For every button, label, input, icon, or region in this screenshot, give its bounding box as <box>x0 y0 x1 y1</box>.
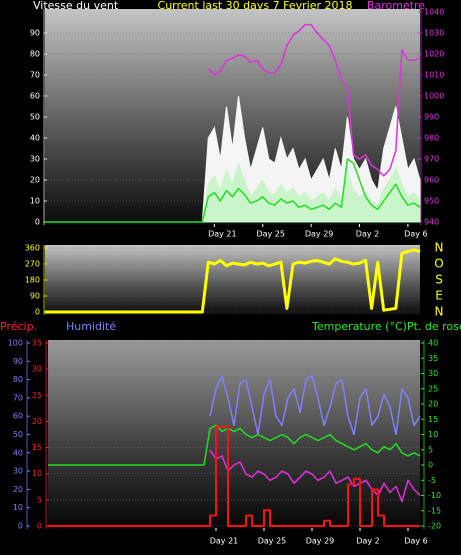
x-tick-label: Day 29 <box>306 537 335 546</box>
tick-label: -20 <box>428 522 441 531</box>
tick-label: 1000 <box>424 92 444 101</box>
tick-label: 80 <box>30 50 40 59</box>
tick-label: 0 <box>35 308 40 317</box>
tick-label: 0 <box>428 461 433 470</box>
tick-label: 50 <box>30 113 40 122</box>
tick-label: 1030 <box>424 29 444 38</box>
tick-label: 980 <box>424 134 439 143</box>
tick-label: 25 <box>428 384 438 393</box>
tick-label: 90 <box>13 357 23 366</box>
x-tick-label: Day 29 <box>305 230 334 239</box>
line <box>45 158 421 223</box>
tick-label: 100 <box>8 339 23 348</box>
line <box>45 248 421 314</box>
tick-label: 90 <box>30 292 40 301</box>
tick-label: 25 <box>32 391 42 400</box>
tick-label: 1010 <box>424 71 444 80</box>
tick-label: 30 <box>30 155 40 164</box>
x-tick-label: Day 21 <box>208 230 237 239</box>
tick-label: 70 <box>30 71 40 80</box>
tick-label: 10 <box>13 503 23 512</box>
tick-label: 270 <box>25 260 40 269</box>
tick-label: -10 <box>428 491 441 500</box>
tick-label: 950 <box>424 197 439 206</box>
line <box>48 425 420 527</box>
tick-label: O <box>434 257 443 271</box>
tick-label: 5 <box>37 495 42 504</box>
tick-label: -5 <box>428 476 436 485</box>
line <box>48 424 421 466</box>
axis-label: Vitesse du vent <box>33 0 119 12</box>
tick-label: 0 <box>18 522 23 531</box>
axis-label: Humidité <box>66 320 116 333</box>
tick-label: 60 <box>13 412 23 421</box>
tick-label: 40 <box>428 339 438 348</box>
area <box>45 95 421 223</box>
plot-background <box>48 340 420 529</box>
tick-label: 30 <box>32 365 42 374</box>
tick-label: 10 <box>30 197 40 206</box>
axis-label: Barometre <box>367 0 425 12</box>
x-tick-label: Day 25 <box>256 230 285 239</box>
x-tick-label: Day 6 <box>404 537 427 546</box>
tick-label: 15 <box>428 415 438 424</box>
axis-label: Current last 30 days 7 Fevrier 2018 <box>158 0 353 12</box>
tick-label: 35 <box>428 354 438 363</box>
tick-label: 40 <box>30 134 40 143</box>
tick-label: 940 <box>424 218 439 227</box>
tick-label: 10 <box>32 469 42 478</box>
tick-label: 15 <box>32 443 42 452</box>
tick-label: 960 <box>424 176 439 185</box>
tick-label: 1020 <box>424 50 444 59</box>
tick-label: 70 <box>13 393 23 402</box>
x-tick-label: Day 25 <box>258 537 287 546</box>
tick-label: 20 <box>428 400 438 409</box>
axis-label: Temperature (°C)Pt. de rosée <box>311 320 461 333</box>
tick-label: E <box>435 289 443 303</box>
tick-label: 360 <box>25 244 40 253</box>
tick-label: 90 <box>30 29 40 38</box>
tick-label: 970 <box>424 155 439 164</box>
x-tick-label: Day 6 <box>404 230 427 239</box>
tick-label: 40 <box>13 448 23 457</box>
tick-label: N <box>435 305 444 319</box>
tick-label: 20 <box>30 176 40 185</box>
x-tick-label: Day 2 <box>356 537 379 546</box>
tick-label: 990 <box>424 113 439 122</box>
tick-label: 10 <box>428 430 438 439</box>
x-tick-label: Day 2 <box>356 230 379 239</box>
line <box>207 23 421 177</box>
line <box>209 375 421 436</box>
tick-label: 180 <box>25 276 40 285</box>
tick-label: 80 <box>13 375 23 384</box>
tick-label: 20 <box>32 417 42 426</box>
tick-label: 5 <box>428 445 433 454</box>
tick-label: -15 <box>428 506 441 515</box>
tick-label: 35 <box>32 339 42 348</box>
tick-label: 50 <box>13 430 23 439</box>
tick-label: N <box>435 241 444 255</box>
tick-label: 30 <box>13 467 23 476</box>
axis-label: Précip. <box>0 320 37 333</box>
tick-label: 0 <box>35 218 40 227</box>
x-tick-label: Day 21 <box>210 537 239 546</box>
tick-label: 30 <box>428 369 438 378</box>
tick-label: 0 <box>37 522 42 531</box>
line <box>209 449 421 503</box>
tick-label: 1040 <box>424 8 444 17</box>
tick-label: 20 <box>13 485 23 494</box>
tick-label: 60 <box>30 92 40 101</box>
tick-label: S <box>435 273 443 287</box>
